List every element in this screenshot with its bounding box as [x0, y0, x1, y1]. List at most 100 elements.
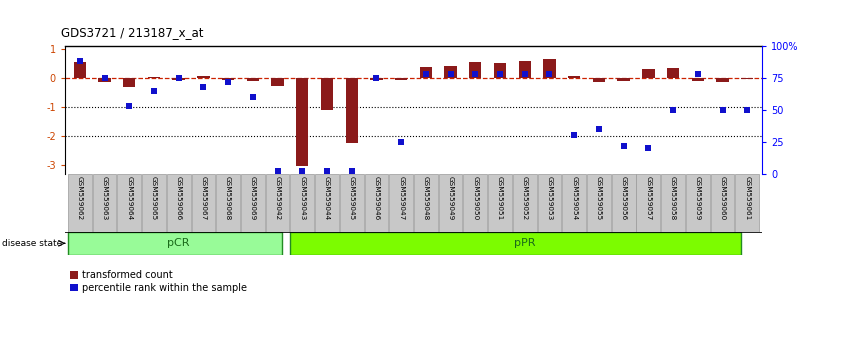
Text: GSM559057: GSM559057 — [645, 176, 651, 220]
Text: GSM559062: GSM559062 — [77, 176, 83, 220]
Text: GSM559047: GSM559047 — [398, 176, 404, 220]
Bar — [241, 174, 265, 232]
Point — [394, 139, 408, 144]
Point — [73, 58, 87, 64]
Bar — [562, 174, 586, 232]
Bar — [662, 174, 685, 232]
Bar — [290, 232, 741, 255]
Bar — [414, 174, 437, 232]
Text: GSM559065: GSM559065 — [151, 176, 157, 220]
Point — [419, 71, 433, 77]
Bar — [488, 174, 512, 232]
Point — [246, 94, 260, 100]
Text: GSM559061: GSM559061 — [744, 176, 750, 220]
Bar — [390, 174, 413, 232]
Point — [171, 75, 185, 81]
Bar — [266, 174, 289, 232]
Text: GSM559064: GSM559064 — [126, 176, 132, 220]
Bar — [568, 76, 580, 78]
Point — [518, 71, 532, 77]
Point — [567, 132, 581, 138]
Bar — [339, 174, 364, 232]
Bar — [592, 78, 605, 82]
Text: GSM559059: GSM559059 — [695, 176, 701, 220]
Bar — [439, 174, 462, 232]
Text: GSM559066: GSM559066 — [176, 176, 182, 220]
Bar — [395, 78, 407, 80]
Text: GSM559042: GSM559042 — [275, 176, 281, 220]
Point — [370, 75, 384, 81]
Bar — [271, 78, 284, 86]
Text: GDS3721 / 213187_x_at: GDS3721 / 213187_x_at — [61, 26, 204, 39]
Text: GSM559053: GSM559053 — [546, 176, 553, 220]
Point — [666, 107, 680, 113]
Text: GSM559046: GSM559046 — [373, 176, 379, 220]
Text: GSM559052: GSM559052 — [521, 176, 527, 220]
Text: GSM559045: GSM559045 — [349, 176, 355, 220]
Point — [493, 71, 507, 77]
Bar — [365, 174, 388, 232]
Point — [98, 75, 112, 81]
Bar — [735, 174, 759, 232]
Bar — [197, 76, 210, 78]
Bar — [617, 78, 630, 81]
Text: GSM559054: GSM559054 — [572, 176, 578, 220]
Text: pCR: pCR — [167, 238, 190, 248]
Bar — [637, 174, 660, 232]
Bar — [142, 174, 165, 232]
Text: GSM559051: GSM559051 — [497, 176, 503, 220]
Point — [221, 79, 235, 85]
Text: GSM559043: GSM559043 — [300, 176, 306, 220]
Point — [691, 71, 705, 77]
Text: disease state: disease state — [2, 239, 62, 248]
Text: GSM559063: GSM559063 — [101, 176, 107, 220]
Bar — [74, 62, 86, 78]
Bar — [296, 78, 308, 166]
Bar — [741, 78, 753, 79]
Bar — [93, 174, 116, 232]
Bar — [420, 68, 432, 78]
Point — [295, 168, 309, 174]
Point — [715, 107, 729, 113]
Legend: transformed count, percentile rank within the sample: transformed count, percentile rank withi… — [70, 270, 248, 293]
Point — [197, 84, 210, 90]
Text: GSM559056: GSM559056 — [621, 176, 627, 220]
Bar — [123, 78, 135, 87]
Point — [592, 126, 606, 132]
Bar — [463, 174, 488, 232]
Point — [122, 103, 136, 109]
Point — [270, 168, 284, 174]
Bar — [469, 62, 481, 78]
Text: GSM559060: GSM559060 — [720, 176, 726, 220]
Point — [642, 145, 656, 151]
Text: GSM559058: GSM559058 — [670, 176, 676, 220]
Bar — [692, 78, 704, 81]
Text: GSM559055: GSM559055 — [596, 176, 602, 220]
Bar — [686, 174, 709, 232]
Bar — [371, 78, 383, 80]
Bar — [68, 232, 281, 255]
Bar — [643, 69, 655, 78]
Point — [617, 143, 630, 148]
Text: GSM559044: GSM559044 — [324, 176, 330, 220]
Point — [443, 71, 457, 77]
Bar — [494, 63, 507, 78]
Bar — [444, 66, 456, 78]
Bar — [519, 61, 531, 78]
Text: GSM559048: GSM559048 — [423, 176, 429, 220]
Bar — [587, 174, 611, 232]
Bar — [99, 78, 111, 82]
Bar — [320, 78, 333, 110]
Bar — [247, 78, 259, 81]
Point — [469, 71, 482, 77]
Bar — [167, 174, 191, 232]
Point — [320, 168, 334, 174]
Text: GSM559069: GSM559069 — [249, 176, 255, 220]
Bar — [315, 174, 339, 232]
Bar — [290, 174, 314, 232]
Bar — [172, 78, 184, 80]
Bar — [667, 68, 679, 78]
Bar — [716, 78, 728, 82]
Bar — [216, 174, 240, 232]
Bar — [346, 78, 358, 143]
